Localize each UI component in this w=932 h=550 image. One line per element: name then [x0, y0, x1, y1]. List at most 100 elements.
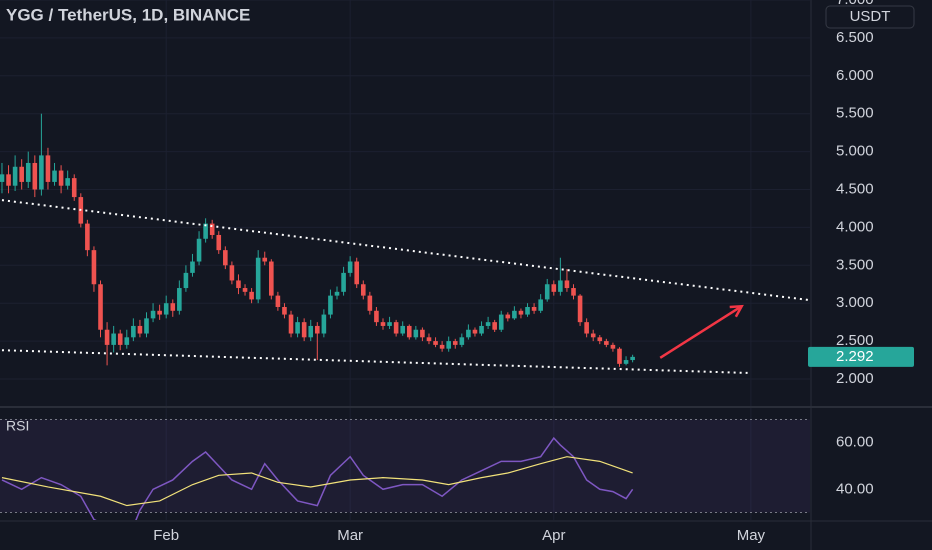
- candle-body: [420, 329, 425, 338]
- rsi-tick-label: 40.00: [836, 480, 874, 497]
- arrow-head: [729, 304, 744, 318]
- candle-body: [170, 303, 176, 311]
- candle-body: [32, 162, 38, 190]
- y-tick-label: 3.000: [836, 294, 874, 311]
- candle-body: [459, 337, 465, 345]
- candle-body: [282, 306, 287, 315]
- candle-body: [163, 303, 169, 315]
- x-tick-label: Feb: [153, 527, 179, 544]
- candle-body: [466, 329, 471, 338]
- candle-body: [236, 280, 241, 289]
- candle-body: [91, 250, 97, 285]
- candle-body: [144, 318, 149, 334]
- candle-body: [446, 341, 451, 349]
- rsi-pane: [0, 418, 810, 520]
- candle-body: [604, 341, 609, 345]
- y-tick-label: 6.500: [836, 29, 874, 46]
- candle-body: [564, 280, 570, 289]
- axes: Feb Mar Apr May 2.000 2.500 3.000 3.500 4.000 4.5…: [153, 0, 914, 544]
- candle-body: [71, 178, 77, 198]
- y-tick-label: 4.500: [836, 180, 874, 197]
- y-tick-label: 7.000: [836, 0, 874, 8]
- candle-body: [623, 360, 629, 364]
- candle-body: [39, 155, 44, 190]
- y-tick-label: 5.000: [836, 143, 874, 160]
- candle-body: [58, 170, 64, 186]
- trendline: [1, 199, 810, 302]
- candle-body: [216, 234, 222, 251]
- candle-body: [157, 310, 162, 315]
- rsi-band: [0, 419, 810, 513]
- candle-body: [98, 284, 103, 330]
- candle-body: [190, 261, 195, 273]
- candle-body: [131, 325, 136, 338]
- candle-body: [255, 257, 261, 300]
- candle-body: [597, 337, 603, 342]
- candle-body: [52, 170, 57, 182]
- candle-body: [439, 344, 445, 349]
- last-price-label: 2.292: [836, 348, 874, 365]
- candle-body: [124, 337, 130, 345]
- candle-body: [65, 178, 70, 186]
- candle-body: [25, 162, 31, 182]
- arrow: [659, 305, 743, 359]
- last-price-box: [808, 346, 914, 367]
- candle-body: [413, 329, 419, 338]
- candle-body: [479, 325, 484, 334]
- candle-body: [104, 329, 110, 345]
- candle-body: [426, 337, 432, 342]
- candle-body: [531, 306, 537, 311]
- candle-body: [269, 261, 274, 296]
- candle-body: [242, 288, 248, 292]
- candle-body: [360, 284, 366, 296]
- candle-body: [354, 261, 360, 285]
- candle-body: [406, 325, 412, 338]
- candle-body: [347, 261, 353, 273]
- y-tick-label: 4.000: [836, 218, 874, 235]
- candle-body: [551, 284, 557, 292]
- candle-body: [196, 238, 202, 262]
- candle-body: [498, 314, 504, 330]
- y-tick-label: 6.000: [836, 67, 874, 84]
- candle-body: [452, 341, 458, 345]
- candle-body: [380, 322, 386, 326]
- candle-body: [150, 310, 156, 319]
- candle-body: [45, 155, 51, 182]
- candle-body: [229, 265, 235, 281]
- candle-body: [538, 299, 543, 311]
- candle-body: [512, 310, 517, 319]
- candle-body: [590, 333, 596, 338]
- candle-body: [0, 174, 5, 182]
- candle-body: [341, 272, 346, 292]
- candle-body: [209, 223, 215, 235]
- x-tick-label: May: [737, 527, 766, 544]
- candle-body: [485, 322, 491, 326]
- y-tick-label: 3.500: [836, 256, 874, 273]
- candle-body: [6, 174, 11, 186]
- chart-title: YGG / TetherUS, 1D, BINANCE: [6, 5, 250, 24]
- y-tick-label: 5.500: [836, 105, 874, 122]
- candle-body: [374, 310, 379, 323]
- candle-body: [301, 322, 307, 338]
- rsi-line: [1, 436, 634, 520]
- candle-body: [492, 322, 497, 330]
- candle-body: [308, 325, 314, 338]
- candle-body: [249, 291, 254, 300]
- grid: [0, 0, 810, 520]
- candle-body: [334, 291, 340, 296]
- candle-body: [111, 333, 116, 345]
- candle-body: [328, 295, 333, 315]
- y-tick-label: 2.000: [836, 370, 874, 387]
- candle-body: [387, 322, 392, 326]
- price-pane: [0, 113, 810, 374]
- candle-body: [558, 280, 563, 292]
- candle-body: [117, 333, 123, 345]
- candle-body: [577, 295, 583, 323]
- candle-body: [223, 250, 228, 266]
- rsi-ma-line: [1, 456, 633, 507]
- candle-body: [518, 310, 524, 315]
- rsi-tick-label: 60.00: [836, 434, 874, 451]
- candle-body: [19, 166, 24, 182]
- candle-body: [571, 288, 576, 296]
